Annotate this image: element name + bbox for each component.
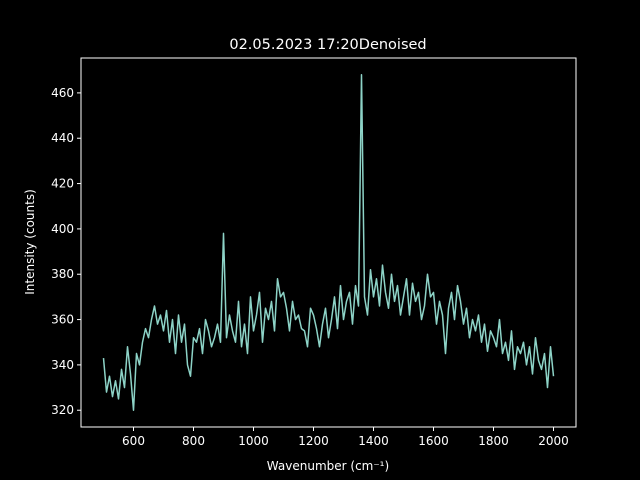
x-axis-label: Wavenumber (cm⁻¹) (267, 459, 389, 473)
y-tick-label: 380 (51, 267, 74, 281)
x-tick-label: 1800 (478, 434, 509, 448)
y-tick-label: 440 (51, 131, 74, 145)
plot-frame (80, 57, 577, 428)
y-axis-label: Intensity (counts) (23, 189, 37, 295)
x-tick-label: 2000 (538, 434, 569, 448)
x-tick-label: 1600 (418, 434, 449, 448)
x-tick-label: 1000 (238, 434, 269, 448)
x-tick-label: 800 (182, 434, 205, 448)
y-tick-label: 400 (51, 222, 74, 236)
y-tick-label: 340 (51, 358, 74, 372)
y-tick-label: 360 (51, 313, 74, 327)
y-tick-label: 320 (51, 403, 74, 417)
y-tick-label: 460 (51, 86, 74, 100)
y-tick-label: 420 (51, 177, 74, 191)
chart-title: 02.05.2023 17:20Denoised (229, 37, 426, 53)
x-tick-label: 1200 (298, 434, 329, 448)
x-tick-label: 600 (122, 434, 145, 448)
data-line (102, 74, 555, 411)
x-tick-label: 1400 (358, 434, 389, 448)
